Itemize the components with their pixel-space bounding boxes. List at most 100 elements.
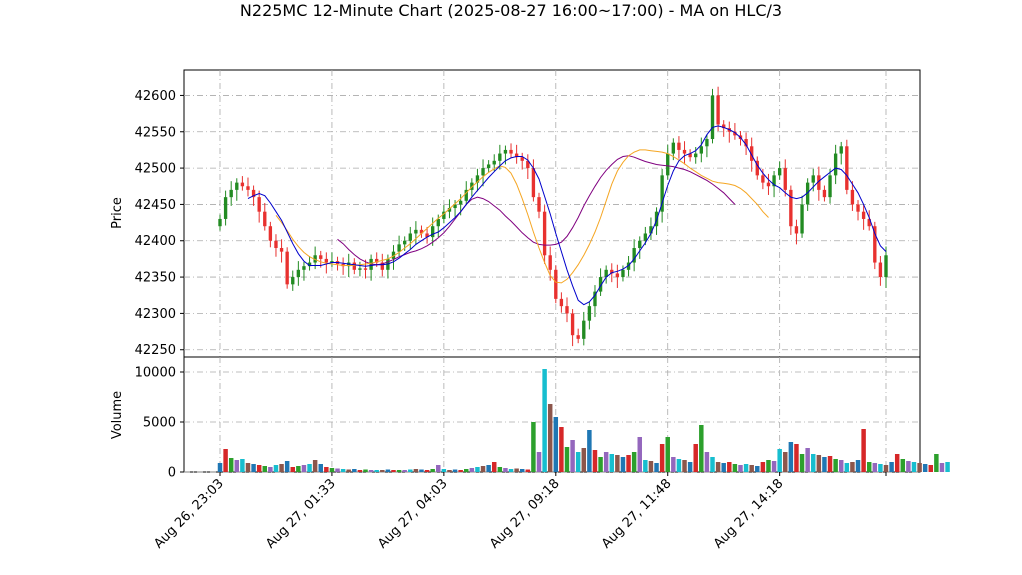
candle-body — [263, 211, 267, 227]
candle-body — [598, 277, 603, 292]
candle-body — [363, 268, 368, 270]
x-tick-label: Aug 27, 04:03 — [375, 476, 451, 552]
volume-bar — [777, 449, 782, 472]
volume-bar — [318, 464, 323, 472]
candle-body — [716, 95, 720, 125]
volume-bar — [363, 469, 368, 472]
candle-body — [710, 95, 715, 140]
volume-bar — [883, 465, 889, 472]
volume-bar — [519, 469, 525, 472]
volume-bar — [436, 465, 441, 472]
candle-body — [783, 168, 787, 190]
candle-body — [302, 266, 306, 270]
volume-bar — [721, 463, 726, 472]
volume-bar — [766, 460, 771, 472]
candle-body — [789, 189, 793, 227]
candle-body — [722, 124, 726, 129]
candle-body — [403, 240, 407, 245]
volume-bar — [671, 457, 676, 472]
candle-body — [319, 255, 323, 259]
volume-bar — [559, 427, 564, 472]
candle-body — [873, 226, 877, 263]
volume-bar — [547, 404, 553, 472]
candle-body — [291, 277, 295, 285]
candle-body — [268, 226, 273, 241]
candle-body — [419, 229, 424, 234]
candle-body — [805, 182, 810, 205]
volume-bar — [374, 470, 379, 472]
candle-body — [733, 131, 737, 136]
candle-body — [251, 189, 256, 198]
candle-body — [257, 197, 261, 212]
x-ticks: Aug 26, 23:03 Aug 27, 01:33 Aug 27, 04:03 A… — [151, 472, 887, 552]
volume-bar — [687, 462, 693, 472]
candle-body — [638, 240, 642, 249]
volume-bar — [598, 457, 603, 472]
candle-body — [688, 153, 692, 158]
price-y-ticks: 42250 42300 42350 42400 42450 42500 42550 42600 — [135, 89, 184, 358]
candle-body — [279, 248, 284, 252]
candle-body — [430, 226, 435, 238]
candle-body — [554, 269, 558, 299]
volume-bar — [329, 468, 335, 472]
candle-body — [397, 244, 401, 252]
volume-bar — [861, 429, 866, 472]
candle-body — [850, 189, 855, 205]
volume-bar — [531, 422, 536, 472]
candle-body — [425, 233, 429, 238]
candle-body — [296, 269, 301, 278]
volume-bar — [587, 430, 592, 472]
volume-bar — [408, 469, 413, 472]
candle-body — [352, 262, 356, 270]
candle-body — [324, 258, 329, 263]
price-panel: 42250 42300 42350 42400 42450 42500 42550 42600… — [110, 69, 921, 358]
candle-body — [682, 149, 687, 154]
volume-bar — [822, 457, 827, 472]
volume-bar — [256, 465, 262, 472]
volume-bar — [900, 459, 906, 472]
volume-bar — [844, 463, 850, 472]
volume-tick-label: 5000 — [143, 416, 176, 431]
chart-title: N225MC 12-Minute Chart (2025-08-27 16:00… — [240, 1, 782, 20]
candle-body — [833, 153, 838, 176]
candle-body — [839, 146, 843, 154]
candle-body — [330, 261, 334, 263]
volume-bar — [251, 464, 256, 472]
volume-bar — [486, 465, 491, 472]
candle-body — [884, 255, 888, 278]
volume-bar — [458, 470, 463, 472]
candle-body — [794, 226, 799, 234]
candle-body — [800, 204, 804, 234]
volume-panel: 0 5000 10000 Volume — [110, 356, 950, 481]
volume-bar — [536, 452, 542, 472]
volume-bar — [626, 455, 631, 472]
candle-body — [593, 291, 597, 307]
candle-body — [391, 251, 396, 259]
volume-bar — [223, 449, 228, 472]
price-tick-label: 42500 — [135, 162, 176, 177]
candle-body — [649, 226, 653, 234]
volume-bar — [268, 467, 273, 472]
volume-bar — [542, 369, 547, 472]
candle-body — [643, 233, 648, 241]
volume-bar — [402, 470, 407, 472]
candle-body — [285, 251, 289, 285]
candle-body — [615, 273, 620, 278]
price-tick-label: 42450 — [135, 198, 176, 213]
volume-bar — [340, 469, 346, 472]
volume-bar — [699, 425, 704, 472]
volume-tick-label: 0 — [168, 466, 176, 481]
candle-body — [408, 233, 412, 241]
volume-bar — [939, 463, 945, 472]
volume-bar — [279, 464, 284, 472]
volume-bar — [727, 462, 732, 472]
volume-bars — [217, 369, 950, 472]
x-tick-label: Aug 27, 14:18 — [711, 476, 787, 552]
volume-bar — [452, 469, 458, 472]
volume-bar — [609, 454, 615, 472]
candle-body — [475, 175, 480, 183]
candle-body — [828, 175, 832, 198]
volume-bar — [878, 464, 883, 472]
candle-body — [632, 248, 636, 263]
volume-tick-label: 10000 — [135, 366, 176, 381]
